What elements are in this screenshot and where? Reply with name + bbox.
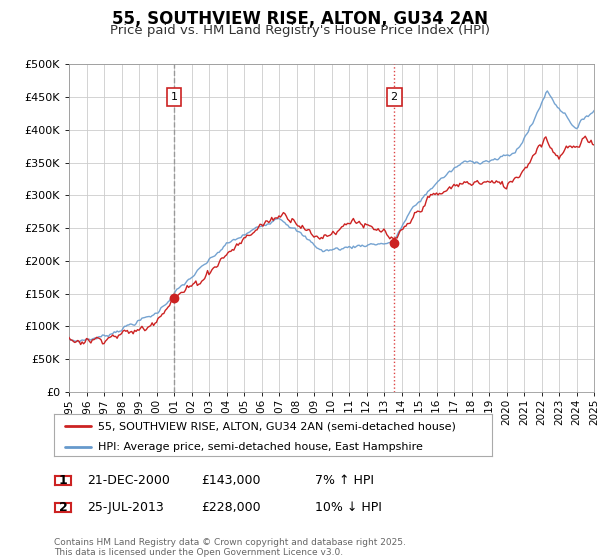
Text: 1: 1 [170,92,178,102]
Text: Contains HM Land Registry data © Crown copyright and database right 2025.
This d: Contains HM Land Registry data © Crown c… [54,538,406,557]
Text: 2: 2 [391,92,398,102]
Text: 10% ↓ HPI: 10% ↓ HPI [315,501,382,514]
Text: Price paid vs. HM Land Registry's House Price Index (HPI): Price paid vs. HM Land Registry's House … [110,24,490,36]
Text: 21-DEC-2000: 21-DEC-2000 [87,474,170,487]
Text: £228,000: £228,000 [201,501,260,514]
Text: HPI: Average price, semi-detached house, East Hampshire: HPI: Average price, semi-detached house,… [98,442,422,452]
Text: 55, SOUTHVIEW RISE, ALTON, GU34 2AN: 55, SOUTHVIEW RISE, ALTON, GU34 2AN [112,10,488,28]
Text: 55, SOUTHVIEW RISE, ALTON, GU34 2AN (semi-detached house): 55, SOUTHVIEW RISE, ALTON, GU34 2AN (sem… [98,421,455,431]
Text: £143,000: £143,000 [201,474,260,487]
Text: 1: 1 [59,474,67,487]
Text: 7% ↑ HPI: 7% ↑ HPI [315,474,374,487]
Text: 2: 2 [59,501,67,514]
Text: 25-JUL-2013: 25-JUL-2013 [87,501,164,514]
